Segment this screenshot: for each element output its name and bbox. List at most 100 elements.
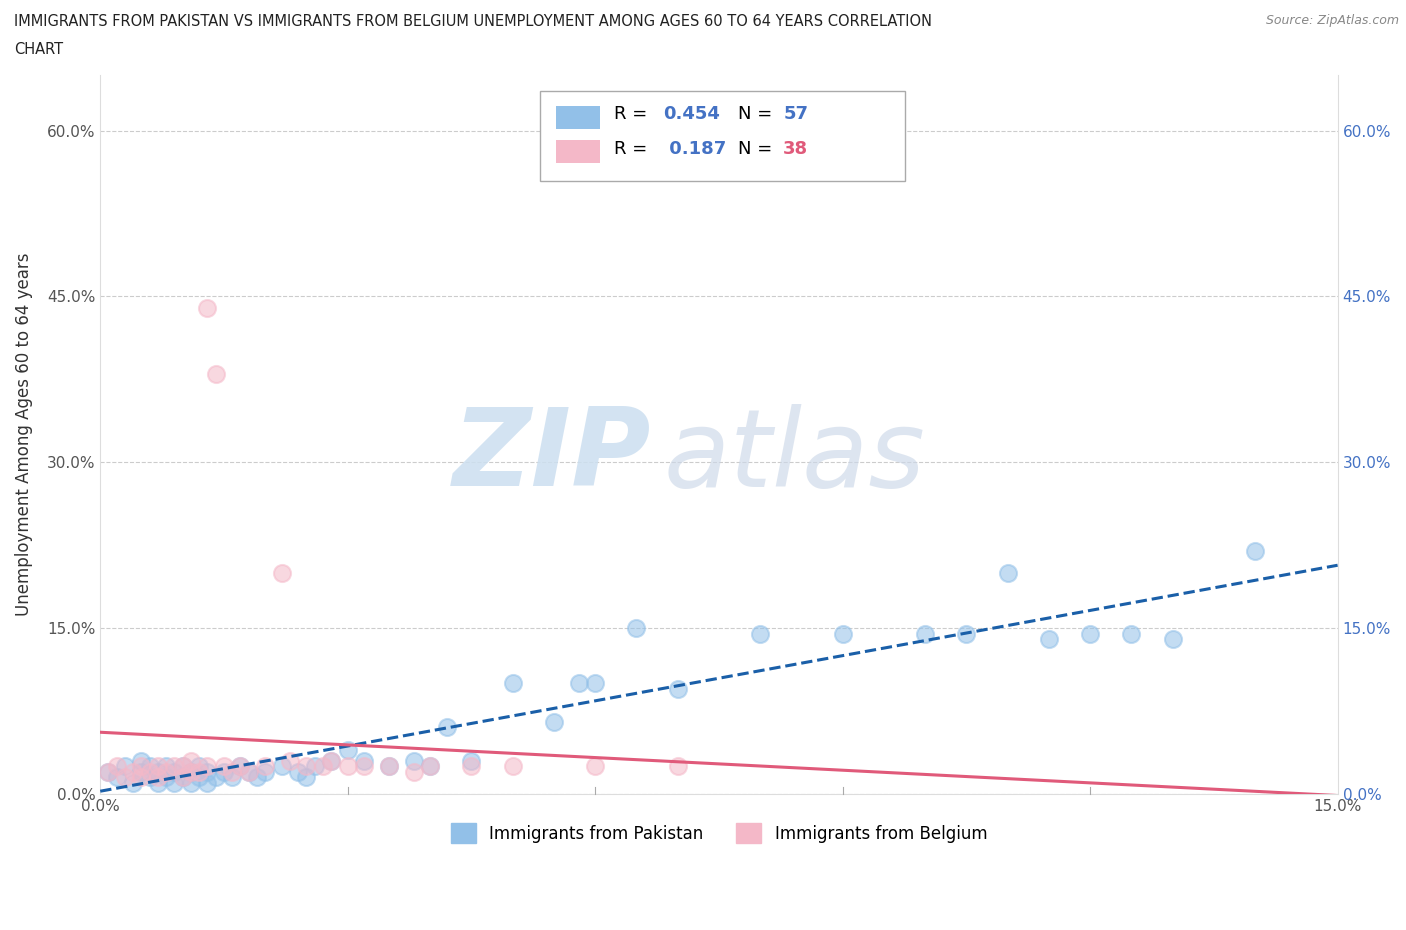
- Point: [254, 764, 277, 779]
- Point: [1121, 626, 1143, 641]
- Point: [238, 764, 260, 779]
- Point: [197, 759, 219, 774]
- Point: [254, 759, 277, 774]
- Point: [749, 626, 772, 641]
- Point: [353, 759, 375, 774]
- Point: [155, 770, 177, 785]
- Legend: Immigrants from Pakistan, Immigrants from Belgium: Immigrants from Pakistan, Immigrants fro…: [444, 817, 994, 850]
- Point: [238, 764, 260, 779]
- Point: [419, 759, 441, 774]
- Point: [402, 764, 425, 779]
- Point: [180, 764, 202, 779]
- Point: [146, 759, 169, 774]
- Point: [163, 764, 186, 779]
- Point: [502, 759, 524, 774]
- Point: [197, 776, 219, 790]
- Point: [666, 682, 689, 697]
- Point: [155, 764, 177, 779]
- Point: [831, 626, 853, 641]
- Point: [336, 742, 359, 757]
- Point: [212, 759, 235, 774]
- Point: [188, 759, 211, 774]
- Text: CHART: CHART: [14, 42, 63, 57]
- Point: [583, 676, 606, 691]
- Point: [204, 366, 226, 381]
- FancyBboxPatch shape: [555, 140, 600, 163]
- Point: [122, 764, 145, 779]
- Text: N =: N =: [738, 105, 778, 124]
- Point: [666, 759, 689, 774]
- Y-axis label: Unemployment Among Ages 60 to 64 years: Unemployment Among Ages 60 to 64 years: [15, 253, 32, 617]
- Text: 38: 38: [783, 140, 808, 158]
- Point: [229, 759, 252, 774]
- Point: [131, 759, 153, 774]
- Point: [122, 776, 145, 790]
- Point: [460, 753, 482, 768]
- Text: ZIP: ZIP: [453, 404, 651, 509]
- Point: [146, 764, 169, 779]
- Point: [583, 759, 606, 774]
- Point: [278, 753, 301, 768]
- Point: [146, 776, 169, 790]
- Point: [378, 759, 401, 774]
- Text: IMMIGRANTS FROM PAKISTAN VS IMMIGRANTS FROM BELGIUM UNEMPLOYMENT AMONG AGES 60 T: IMMIGRANTS FROM PAKISTAN VS IMMIGRANTS F…: [14, 14, 932, 29]
- Point: [1078, 626, 1101, 641]
- Point: [139, 764, 162, 779]
- Point: [229, 759, 252, 774]
- Point: [1161, 631, 1184, 646]
- Point: [146, 770, 169, 785]
- Text: R =: R =: [614, 140, 652, 158]
- Point: [312, 759, 335, 774]
- Point: [197, 764, 219, 779]
- FancyBboxPatch shape: [555, 106, 600, 128]
- Point: [180, 753, 202, 768]
- Point: [336, 759, 359, 774]
- Point: [1244, 543, 1267, 558]
- Point: [172, 770, 194, 785]
- Point: [139, 759, 162, 774]
- Point: [543, 714, 565, 729]
- Point: [105, 770, 128, 785]
- Point: [270, 759, 292, 774]
- Point: [188, 770, 211, 785]
- Point: [197, 300, 219, 315]
- Point: [114, 770, 136, 785]
- Point: [997, 565, 1019, 580]
- FancyBboxPatch shape: [540, 91, 904, 181]
- Point: [1038, 631, 1060, 646]
- Point: [402, 753, 425, 768]
- Point: [321, 753, 343, 768]
- Point: [188, 764, 211, 779]
- Point: [114, 759, 136, 774]
- Point: [502, 676, 524, 691]
- Text: R =: R =: [614, 105, 652, 124]
- Point: [246, 770, 269, 785]
- Point: [221, 764, 243, 779]
- Point: [419, 759, 441, 774]
- Point: [270, 565, 292, 580]
- Point: [131, 764, 153, 779]
- Point: [955, 626, 977, 641]
- Point: [914, 626, 936, 641]
- Text: 0.187: 0.187: [664, 140, 727, 158]
- Point: [172, 759, 194, 774]
- Text: 0.454: 0.454: [664, 105, 720, 124]
- Text: atlas: atlas: [664, 404, 925, 509]
- Point: [163, 759, 186, 774]
- Point: [131, 753, 153, 768]
- Point: [172, 759, 194, 774]
- Point: [568, 676, 591, 691]
- Text: N =: N =: [738, 140, 778, 158]
- Point: [287, 764, 309, 779]
- Point: [180, 776, 202, 790]
- Point: [155, 759, 177, 774]
- Point: [460, 759, 482, 774]
- Point: [436, 720, 458, 735]
- Point: [131, 770, 153, 785]
- Text: Source: ZipAtlas.com: Source: ZipAtlas.com: [1265, 14, 1399, 27]
- Point: [295, 759, 318, 774]
- Point: [163, 776, 186, 790]
- Point: [97, 764, 120, 779]
- Point: [180, 764, 202, 779]
- Point: [626, 620, 648, 635]
